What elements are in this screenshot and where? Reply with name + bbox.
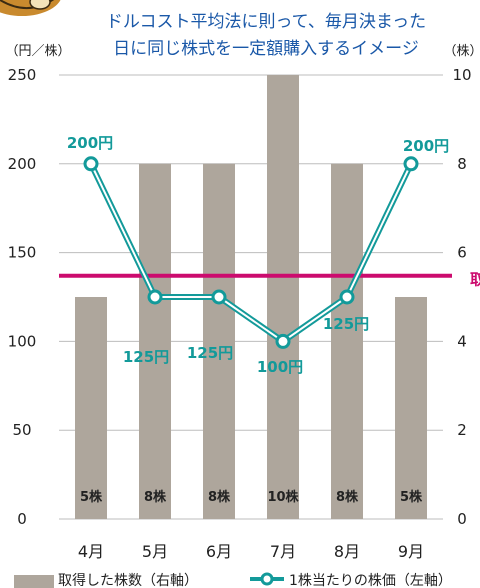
bar-label: 8株 bbox=[144, 489, 167, 505]
y-left-tick-label: 150 bbox=[8, 244, 37, 262]
price-point-label: 200円 bbox=[403, 137, 449, 155]
y-left-tick-label: 250 bbox=[8, 66, 37, 84]
y-right-tick-label: 4 bbox=[457, 332, 467, 350]
price-point bbox=[147, 289, 163, 305]
chart-title-line-2: 日に同じ株式を一定額購入するイメージ bbox=[113, 39, 419, 59]
x-tick-label: 5月 bbox=[142, 542, 168, 561]
reference-line-label: 取 bbox=[470, 271, 480, 289]
price-point-label: 100円 bbox=[257, 358, 303, 376]
mascot-image bbox=[0, 0, 61, 16]
y-right-tick-label: 2 bbox=[457, 421, 467, 439]
y-left-tick-label: 200 bbox=[8, 155, 37, 173]
x-tick-label: 9月 bbox=[398, 542, 424, 561]
bar-label: 8株 bbox=[336, 489, 359, 505]
bar bbox=[139, 163, 171, 520]
chart-title-line-1: ドルコスト平均法に則って、毎月決まった bbox=[106, 12, 426, 32]
y-left-tick-label: 50 bbox=[12, 421, 31, 439]
bar-label: 5株 bbox=[400, 489, 423, 505]
legend-bar-swatch bbox=[14, 575, 54, 588]
y-right-unit-label: （株） bbox=[443, 44, 480, 59]
y-left-tick-label: 100 bbox=[8, 332, 37, 350]
price-point bbox=[403, 156, 419, 172]
y-right-tick-label: 10 bbox=[452, 66, 471, 84]
price-point-label: 125円 bbox=[187, 344, 233, 362]
price-point bbox=[211, 289, 227, 305]
price-point-label: 125円 bbox=[123, 348, 169, 366]
legend-line-marker bbox=[260, 572, 274, 586]
bar bbox=[395, 297, 427, 519]
x-tick-label: 6月 bbox=[206, 542, 232, 561]
bar bbox=[331, 163, 363, 520]
price-point-label: 200円 bbox=[67, 134, 113, 152]
bar bbox=[267, 75, 299, 519]
x-tick-label: 4月 bbox=[78, 542, 104, 561]
y-right-tick-label: 0 bbox=[457, 510, 467, 528]
bar bbox=[203, 163, 235, 520]
y-left-unit-label: （円／株） bbox=[5, 44, 70, 59]
y-left-tick-label: 0 bbox=[17, 510, 27, 528]
price-point bbox=[83, 156, 99, 172]
bar-label: 10株 bbox=[267, 489, 299, 505]
price-point bbox=[275, 333, 291, 349]
legend-bar-label: 取得した株数（右軸） bbox=[58, 572, 198, 588]
bar-label: 8株 bbox=[208, 489, 231, 505]
price-point-label: 125円 bbox=[323, 315, 369, 333]
price-point bbox=[339, 289, 355, 305]
legend-line-label: 1株当たりの株価（左軸） bbox=[289, 573, 452, 588]
x-tick-label: 8月 bbox=[334, 542, 360, 561]
y-right-tick-label: 8 bbox=[457, 155, 467, 173]
price-line-inner bbox=[90, 163, 412, 343]
y-right-tick-label: 6 bbox=[457, 244, 467, 262]
bar-label: 5株 bbox=[80, 489, 103, 505]
x-tick-label: 7月 bbox=[270, 542, 296, 561]
bar bbox=[75, 297, 107, 519]
